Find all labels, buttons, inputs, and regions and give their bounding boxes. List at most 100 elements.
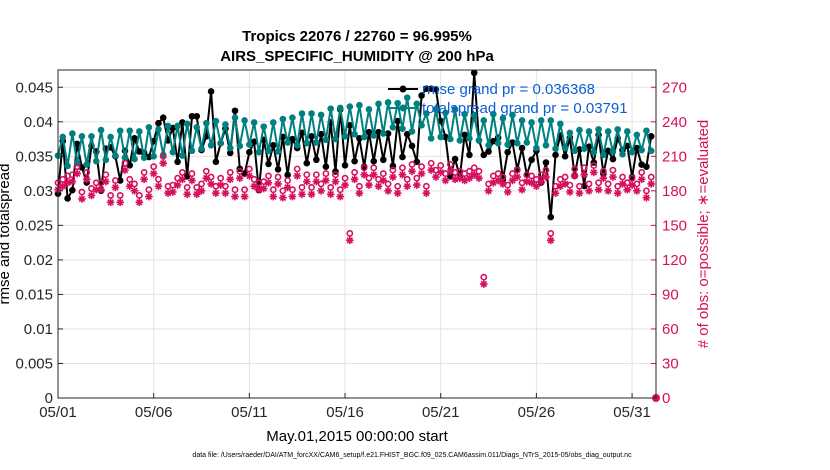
possible-point: [604, 180, 612, 188]
evaluated-point: [475, 174, 483, 182]
y-tick-label: 0.035: [15, 148, 53, 165]
evaluated-point: [298, 190, 306, 199]
possible-point: [437, 162, 445, 169]
evaluated-point: [637, 175, 646, 184]
y2-tick-label: 150: [662, 217, 687, 234]
possible-point: [513, 166, 521, 174]
possible-point: [547, 230, 555, 237]
spread-point: [346, 103, 354, 110]
legend-spread-label: totalspread grand pr = 0.03791: [422, 100, 628, 117]
evaluated-point: [546, 236, 555, 245]
x-tick-label: 05/26: [518, 404, 556, 421]
rmse-point: [212, 158, 220, 166]
spread-point: [509, 111, 516, 119]
spread-point: [638, 146, 645, 154]
spread-point: [217, 139, 224, 147]
rmse-point: [174, 158, 181, 166]
evaluated-point: [393, 189, 402, 197]
spread-point: [399, 125, 406, 132]
evaluated-point: [302, 177, 311, 186]
spread-point: [136, 128, 143, 135]
spread-point: [207, 141, 215, 149]
evaluated-point: [580, 170, 589, 179]
possible-point: [494, 170, 502, 177]
evaluated-point: [633, 187, 641, 195]
evaluated-point: [489, 178, 498, 187]
evaluated-point: [594, 185, 603, 194]
possible-point: [336, 186, 344, 194]
possible-point: [599, 167, 607, 175]
rmse-point: [308, 132, 315, 140]
evaluated-point: [255, 185, 263, 194]
evaluated-point: [365, 181, 373, 189]
spread-point: [145, 124, 153, 131]
evaluated-point: [436, 168, 445, 177]
spread-point: [298, 110, 306, 117]
evaluated-point: [169, 188, 177, 196]
spread-point: [351, 130, 358, 138]
spread-point: [131, 155, 138, 163]
rmse-point: [155, 119, 162, 127]
spread-point: [432, 106, 440, 113]
evaluated-point: [575, 189, 584, 197]
y2-tick-label: 90: [662, 286, 679, 303]
y-tick-label: 0: [45, 390, 53, 407]
spread-point: [88, 132, 95, 140]
spread-point: [336, 104, 344, 112]
rmse-point: [399, 153, 406, 161]
spread-point: [494, 139, 502, 147]
y-axis-label: rmse and totalspread: [0, 164, 13, 305]
rmse-point: [528, 156, 535, 164]
possible-point: [466, 167, 473, 175]
rmse-point: [303, 159, 311, 167]
possible-point: [638, 169, 646, 176]
evaluated-point: [159, 159, 168, 168]
possible-point: [528, 172, 536, 180]
possible-point: [140, 169, 148, 176]
spread-point: [403, 94, 411, 101]
rmse-point: [504, 148, 511, 156]
evaluated-point: [465, 174, 474, 182]
spread-point: [389, 124, 397, 131]
evaluated-point: [283, 183, 292, 192]
rmse-point: [64, 195, 71, 202]
possible-point: [107, 192, 115, 199]
evaluated-point: [293, 172, 301, 180]
spread-point: [322, 136, 330, 144]
y2-tick-label: 30: [662, 355, 679, 372]
spread-point: [164, 122, 172, 130]
x-tick-label: 05/21: [422, 404, 460, 421]
evaluated-point: [494, 176, 502, 185]
evaluated-point: [259, 184, 268, 193]
legend-rmse-marker: [399, 85, 407, 93]
rmse-point: [250, 138, 258, 146]
spread-point: [226, 144, 234, 152]
spread-point: [590, 148, 598, 156]
spread-point: [523, 139, 531, 146]
spread-point: [475, 137, 483, 144]
possible-point: [308, 183, 315, 191]
possible-point: [217, 174, 225, 182]
spread-point: [250, 119, 258, 126]
spread-point: [241, 117, 248, 124]
evaluated-point: [451, 175, 459, 184]
possible-point: [403, 175, 411, 183]
evaluated-point: [149, 169, 158, 178]
spread-point: [303, 139, 311, 147]
rmse-point: [231, 107, 239, 115]
spread-point: [246, 141, 253, 148]
rmse-point: [226, 149, 234, 157]
spread-point: [97, 126, 105, 134]
evaluated-point: [570, 172, 579, 180]
rmse-point: [116, 177, 124, 184]
rmse-point: [647, 132, 655, 140]
spread-point: [423, 110, 430, 117]
spread-point: [193, 124, 201, 131]
evaluated-point: [264, 178, 273, 187]
evaluated-point: [470, 170, 479, 179]
possible-point: [418, 163, 425, 171]
y2-tick-label: 0: [662, 390, 670, 407]
y2-tick-label: 240: [662, 114, 687, 131]
rmse-point: [265, 160, 272, 168]
